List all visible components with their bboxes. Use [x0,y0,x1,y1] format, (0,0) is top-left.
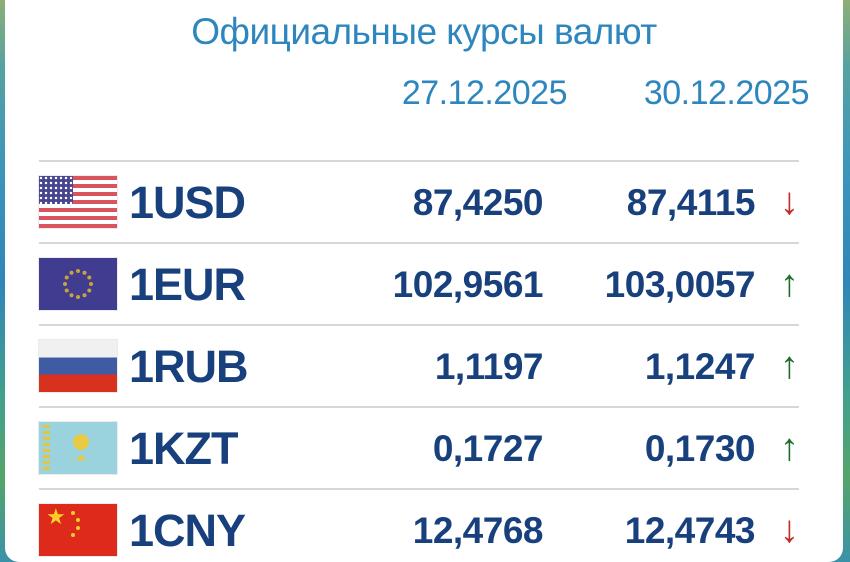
ru-flag-icon [39,340,117,392]
cn-flag-icon [39,504,117,556]
exchange-rates-card: Официальные курсы валют 27.12.2025 30.12… [5,0,843,562]
trend-up-arrow-icon: ↑ [780,263,799,305]
date-column-second: 30.12.2025 [643,74,810,112]
kz-flag-icon [39,422,117,474]
us-flag-icon [39,176,117,228]
currency-row[interactable]: 1KZT 0,1727 0,1730 ↑ [39,406,799,488]
rates-list: 1USD 87,4250 87,4115 ↓ 1EUR 102,9561 103… [5,160,843,562]
currency-code: 1KZT [129,422,239,474]
currency-row[interactable]: 1CNY 12,4768 12,4743 ↓ [39,488,799,562]
rate-first-date: 0,1727 [432,427,544,469]
rate-first-date: 12,4768 [412,509,544,551]
currency-code: 1USD [129,176,246,228]
trend-up-arrow-icon: ↑ [780,345,799,387]
rate-second-date: 87,4115 [626,181,756,223]
currency-row[interactable]: 1USD 87,4250 87,4115 ↓ [39,160,799,242]
rates-header: Официальные курсы валют 27.12.2025 30.12… [5,0,843,160]
rate-first-date: 1,1197 [434,345,544,387]
currency-code: 1EUR [129,258,246,310]
trend-up-arrow-icon: ↑ [780,427,799,469]
eu-flag-icon [39,258,117,310]
currency-row[interactable]: 1RUB 1,1197 1,1247 ↑ [39,324,799,406]
date-columns: 27.12.2025 30.12.2025 [39,70,810,116]
trend-down-arrow-icon: ↓ [780,181,799,223]
rate-second-date: 1,1247 [644,345,756,387]
rate-second-date: 103,0057 [604,263,756,305]
rate-first-date: 87,4250 [412,181,544,223]
trend-down-arrow-icon: ↓ [780,509,799,551]
rate-second-date: 0,1730 [644,427,756,469]
rate-first-date: 102,9561 [392,263,544,305]
date-column-first: 27.12.2025 [401,74,568,112]
currency-code: 1CNY [129,504,246,556]
currency-code: 1RUB [129,340,249,392]
spacer [39,70,367,116]
page-title: Официальные курсы валют [191,11,657,52]
currency-row[interactable]: 1EUR 102,9561 103,0057 ↑ [39,242,799,324]
rate-second-date: 12,4743 [624,509,756,551]
